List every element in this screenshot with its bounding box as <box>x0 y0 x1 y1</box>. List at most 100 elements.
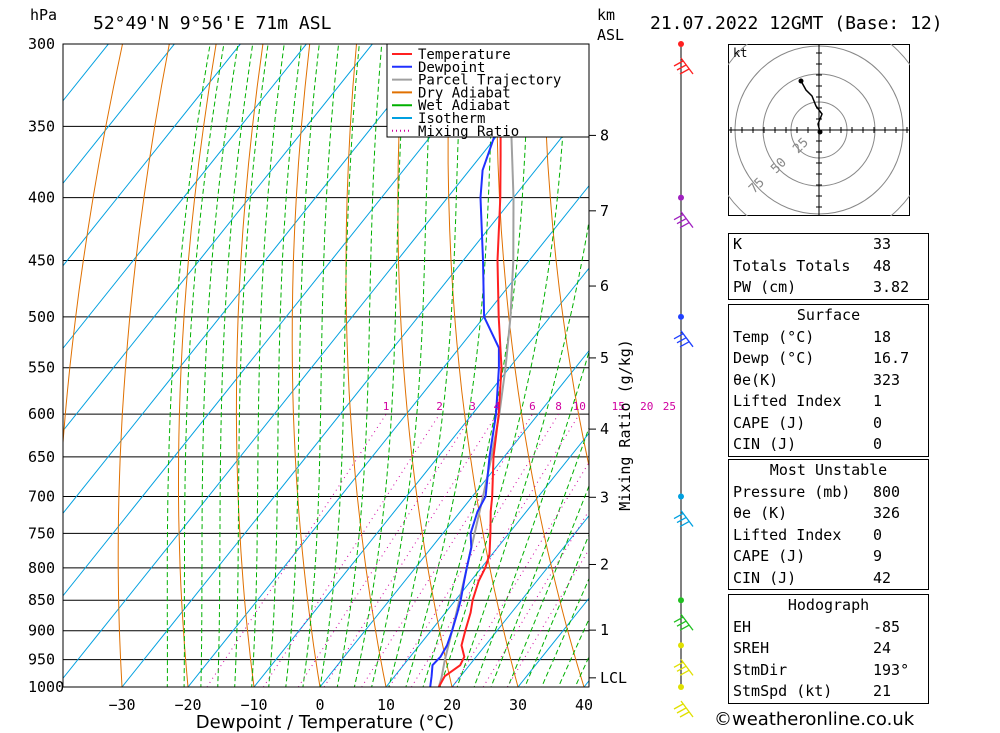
dry-adiabat-line <box>63 44 124 450</box>
hodograph-end-dot <box>817 129 823 135</box>
surface-row: CAPE (J) 0 <box>729 413 928 435</box>
barb-dot <box>678 597 684 604</box>
pressure-tick-label: 300 <box>28 35 55 53</box>
mixing-ratio-label: 2 <box>436 400 443 413</box>
dry-adiabat-line <box>235 44 264 687</box>
wet-adiabat-line <box>166 44 211 687</box>
most-unstable-row: Pressure (mb) 800 <box>729 482 928 504</box>
pressure-tick-label: 950 <box>28 651 55 669</box>
wind-barb <box>673 57 694 75</box>
wet-adiabat-line <box>285 44 320 687</box>
most-unstable-value: 800 <box>873 482 901 501</box>
wet-adiabat-line <box>336 44 383 687</box>
temperature-tick-label: 40 <box>575 696 593 714</box>
wet-adiabat-line <box>251 44 285 687</box>
isotherm-line <box>63 44 110 102</box>
dry-adiabat-line <box>989 0 1000 713</box>
height-tick-label: 8 <box>600 126 609 144</box>
mixing-ratio-label: 20 <box>640 400 653 413</box>
mixing-ratio-label: 15 <box>612 400 625 413</box>
hodograph-table-label: StmDir <box>733 660 788 679</box>
height-tick-label: 4 <box>600 420 609 438</box>
mixing-ratio-label: 4 <box>494 400 501 413</box>
temperature-tick-labels: −30 −20 −10 0 10 20 30 40 <box>108 696 593 714</box>
surface-value: 16.7 <box>873 349 910 367</box>
hodograph-table-value: -85 <box>873 617 901 636</box>
index-label: K <box>733 235 743 253</box>
pressure-tick-label: 350 <box>28 117 55 135</box>
surface-title: Surface <box>796 306 861 324</box>
indices-panel: K 33 Totals Totals 48 PW (cm) 3.82 <box>728 233 929 300</box>
most-unstable-label: θe (K) <box>733 504 788 522</box>
mixing-ratio-line <box>262 413 440 687</box>
mixing-ratio-label: 8 <box>555 400 562 413</box>
credit-link[interactable]: ©weatheronline.co.uk <box>714 709 915 730</box>
hodograph-table-label: StmSpd (kt) <box>733 682 833 700</box>
wet-adiabat-line <box>405 44 495 687</box>
surface-label: Dewp (°C) <box>733 349 815 367</box>
wet-adiabat-line <box>473 349 589 687</box>
mixing-ratio-line <box>411 413 580 687</box>
mixing-ratio-axis-label: Mixing Ratio (g/kg) <box>616 339 634 511</box>
index-label: Totals Totals <box>733 256 851 275</box>
pressure-tick-label: 700 <box>28 488 55 506</box>
wet-adiabat-line <box>439 44 569 687</box>
series-line <box>437 44 505 687</box>
mixing-ratio-labels: 1 2 3 4 6 8 10 15 20 25 <box>383 400 676 413</box>
mixing-ratio-line <box>452 461 589 687</box>
height-tick-label: 3 <box>600 488 609 506</box>
temperature-tick-label: −10 <box>240 696 267 714</box>
mixing-ratio-label: 25 <box>663 400 676 413</box>
hodograph-table-row: SREH 24 <box>729 638 928 660</box>
legend-label: Wet Adiabat <box>418 98 511 114</box>
most-unstable-label: Lifted Index <box>733 525 842 544</box>
index-value: 48 <box>873 256 892 275</box>
mixing-ratio-label: 10 <box>573 400 586 413</box>
surface-value: 18 <box>873 327 892 346</box>
dry-adiabat-line <box>945 0 1000 713</box>
height-tick-label: LCL <box>600 669 627 687</box>
isotherm-line <box>385 432 589 687</box>
legend-label: Temperature <box>418 47 511 63</box>
surface-label: Lifted Index <box>733 392 842 410</box>
wet-adiabat-line <box>183 44 225 687</box>
pressure-tick-label: 1000 <box>28 678 64 696</box>
pressure-tick-label: 750 <box>28 524 55 542</box>
legend-label: Parcel Trajectory <box>418 73 561 89</box>
wet-adiabat-line <box>422 44 530 687</box>
pressure-tick-labels: 300 350 400 450 500 550 600 650 700 750 800 850 900 9… <box>28 35 64 696</box>
height-tick-label: 6 <box>600 277 609 295</box>
legend-label: Dewpoint <box>418 60 485 76</box>
temperature-tick-label: −30 <box>108 696 135 714</box>
most-unstable-value: 9 <box>873 547 883 565</box>
wind-barb <box>673 613 694 631</box>
wind-barb <box>673 510 694 528</box>
wet-adiabat-line <box>490 426 589 687</box>
wet-adiabat-line <box>319 44 360 687</box>
surface-row: Temp (°C) 18 <box>729 327 928 349</box>
index-row: K 33 <box>729 234 928 256</box>
wind-barb <box>673 211 694 229</box>
wind-barb <box>673 658 694 676</box>
height-tick-labels: 8 7 6 5 4 3 2 1 LCL <box>589 126 627 687</box>
x-axis-label: Dewpoint / Temperature (°C) <box>196 712 454 733</box>
most-unstable-value: 0 <box>873 525 883 544</box>
height-tick-label: 1 <box>600 621 609 639</box>
pressure-tick-label: 500 <box>28 308 55 326</box>
datetime-title: 21.07.2022 12GMT (Base: 12) <box>650 13 943 34</box>
dry-adiabat-line <box>291 44 321 687</box>
plot-frame <box>62 43 590 688</box>
mixing-ratio-line <box>361 413 533 687</box>
isotherm-line <box>63 44 176 185</box>
dry-adiabat-line <box>495 44 585 687</box>
pressure-tick-label: 450 <box>28 252 55 270</box>
most-unstable-label: CAPE (J) <box>733 547 806 565</box>
barb-dot <box>678 493 684 500</box>
profile-lines <box>429 44 515 687</box>
pressure-tick-label: 850 <box>28 591 55 609</box>
wind-barb <box>673 330 694 348</box>
wet-adiabat-line <box>302 44 340 687</box>
hodograph-table-title: Hodograph <box>787 596 870 614</box>
legend-label: Isotherm <box>418 111 485 127</box>
